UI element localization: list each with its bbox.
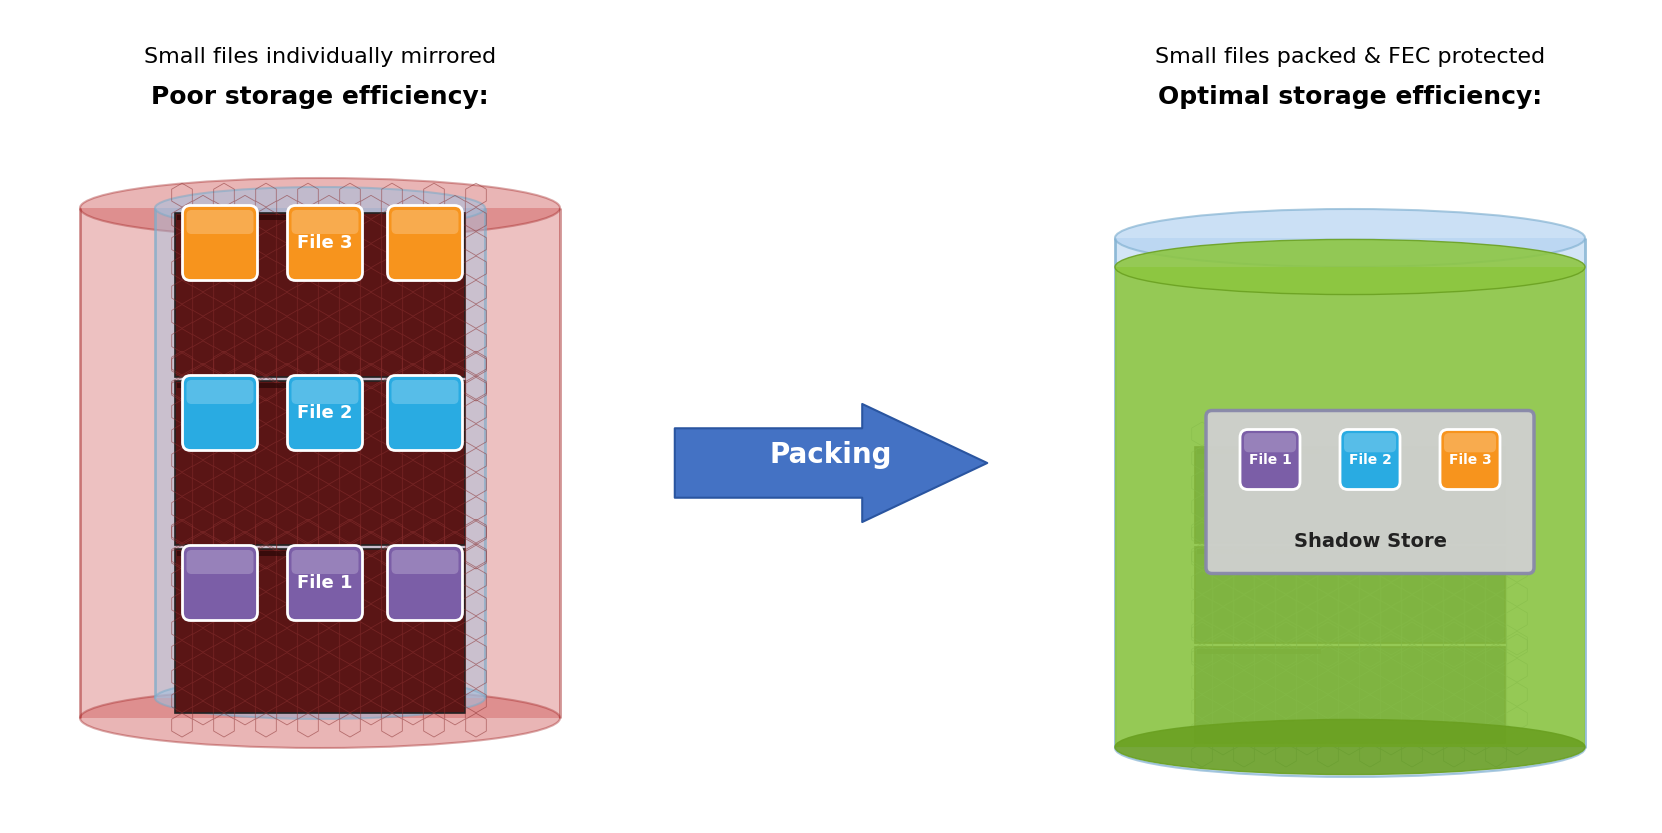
FancyBboxPatch shape [1197, 549, 1321, 554]
FancyBboxPatch shape [176, 215, 293, 220]
FancyBboxPatch shape [392, 380, 459, 404]
Ellipse shape [1115, 239, 1586, 295]
FancyBboxPatch shape [392, 550, 459, 574]
FancyBboxPatch shape [1195, 647, 1506, 743]
FancyBboxPatch shape [1439, 430, 1501, 490]
FancyBboxPatch shape [1195, 547, 1506, 643]
Ellipse shape [155, 187, 485, 229]
FancyBboxPatch shape [176, 551, 293, 556]
Text: Optimal storage efficiency:: Optimal storage efficiency: [1158, 85, 1542, 109]
FancyBboxPatch shape [176, 383, 293, 388]
Ellipse shape [1115, 719, 1586, 777]
Text: Poor storage efficiency:: Poor storage efficiency: [151, 85, 489, 109]
FancyBboxPatch shape [1243, 433, 1296, 452]
FancyBboxPatch shape [1345, 433, 1396, 452]
Ellipse shape [80, 688, 560, 748]
Polygon shape [1115, 238, 1586, 748]
Text: File 3: File 3 [1449, 452, 1491, 466]
Ellipse shape [1115, 209, 1586, 267]
FancyBboxPatch shape [1340, 430, 1399, 490]
FancyBboxPatch shape [175, 549, 465, 713]
FancyBboxPatch shape [186, 550, 254, 574]
Text: Small files packed & FEC protected: Small files packed & FEC protected [1155, 47, 1546, 67]
FancyBboxPatch shape [1197, 649, 1321, 654]
Polygon shape [1115, 267, 1586, 747]
FancyBboxPatch shape [387, 546, 462, 621]
FancyBboxPatch shape [288, 546, 362, 621]
FancyBboxPatch shape [392, 210, 459, 234]
Text: File 3: File 3 [297, 234, 352, 252]
FancyBboxPatch shape [1240, 430, 1300, 490]
FancyBboxPatch shape [1444, 433, 1496, 452]
FancyBboxPatch shape [1207, 411, 1534, 573]
FancyBboxPatch shape [291, 550, 359, 574]
Ellipse shape [80, 178, 560, 238]
FancyBboxPatch shape [288, 206, 362, 281]
FancyBboxPatch shape [186, 380, 254, 404]
Text: Packing: Packing [770, 441, 892, 469]
Polygon shape [80, 208, 560, 718]
Ellipse shape [1115, 720, 1586, 775]
Text: File 1: File 1 [1248, 452, 1291, 466]
FancyBboxPatch shape [288, 376, 362, 451]
FancyBboxPatch shape [1197, 449, 1321, 454]
Text: File 2: File 2 [297, 404, 352, 422]
Text: File 1: File 1 [297, 574, 352, 592]
FancyBboxPatch shape [291, 380, 359, 404]
Text: File 2: File 2 [1348, 452, 1391, 466]
FancyBboxPatch shape [186, 210, 254, 234]
FancyBboxPatch shape [387, 206, 462, 281]
FancyBboxPatch shape [175, 213, 465, 377]
Text: Shadow Store: Shadow Store [1293, 532, 1446, 551]
FancyBboxPatch shape [1195, 447, 1506, 543]
Ellipse shape [155, 677, 485, 719]
FancyArrowPatch shape [675, 404, 987, 522]
Text: Small files individually mirrored: Small files individually mirrored [145, 47, 495, 67]
FancyBboxPatch shape [387, 376, 462, 451]
Polygon shape [155, 208, 485, 698]
FancyBboxPatch shape [175, 381, 465, 545]
FancyBboxPatch shape [183, 206, 258, 281]
FancyBboxPatch shape [183, 376, 258, 451]
FancyBboxPatch shape [183, 546, 258, 621]
FancyBboxPatch shape [291, 210, 359, 234]
